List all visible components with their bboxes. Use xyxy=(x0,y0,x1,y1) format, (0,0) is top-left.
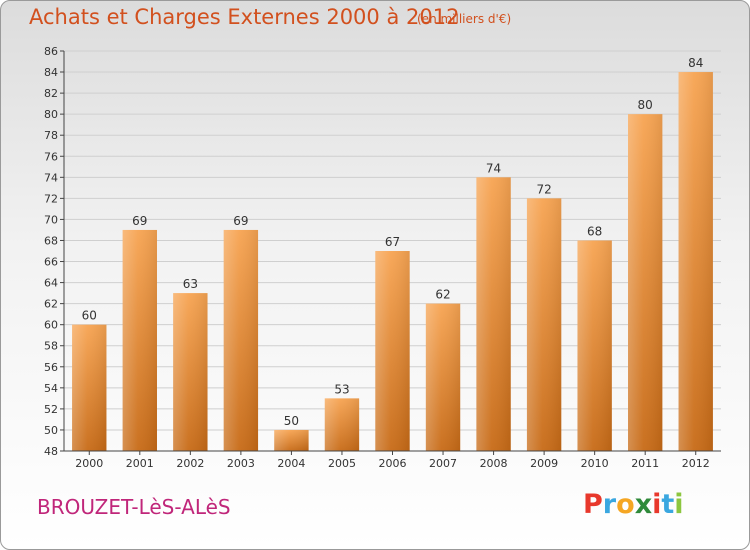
data-label: 53 xyxy=(334,382,349,396)
y-tick-label: 58 xyxy=(44,340,58,353)
y-tick-label: 78 xyxy=(44,129,58,142)
y-tick-label: 62 xyxy=(44,298,58,311)
x-tick-label: 2010 xyxy=(581,457,609,470)
logo-letter: o xyxy=(616,489,635,520)
x-tick-label: 2007 xyxy=(429,457,457,470)
data-label: 62 xyxy=(435,288,450,302)
bar-shine xyxy=(678,72,713,451)
bar-shine xyxy=(274,429,309,451)
y-tick-label: 68 xyxy=(44,234,58,247)
logo-letter: x xyxy=(634,489,653,520)
bar-shine xyxy=(375,251,410,451)
data-label: 69 xyxy=(233,214,248,228)
data-label: 69 xyxy=(132,214,147,228)
y-tick-label: 48 xyxy=(44,445,58,458)
y-tick-label: 64 xyxy=(44,277,58,290)
bar-shine xyxy=(122,229,157,451)
bar-shine xyxy=(628,114,663,451)
x-tick-label: 2006 xyxy=(379,457,407,470)
bar-shine xyxy=(476,177,511,451)
data-label: 67 xyxy=(385,235,400,249)
bars xyxy=(72,72,713,451)
y-tick-label: 82 xyxy=(44,87,58,100)
chart-title: Achats et Charges Externes 2000 à 2012 xyxy=(29,5,460,29)
y-tick-label: 66 xyxy=(44,256,58,269)
y-tick-label: 56 xyxy=(44,361,58,374)
bar-shine xyxy=(223,229,259,451)
bar-shine xyxy=(577,240,612,451)
y-tick-label: 50 xyxy=(44,424,58,437)
bar-shine xyxy=(72,324,107,451)
logo-letter: t xyxy=(661,489,675,520)
commune-name: BROUZET-LèS-ALèS xyxy=(37,495,231,519)
x-tick-label: 2003 xyxy=(227,457,255,470)
data-label: 50 xyxy=(284,414,299,428)
data-label: 60 xyxy=(82,309,97,323)
x-tick-label: 2011 xyxy=(631,457,659,470)
chart-subtitle: (en milliers d'€) xyxy=(417,12,512,26)
data-label: 74 xyxy=(486,161,501,175)
y-tick-label: 72 xyxy=(44,192,58,205)
proxiti-logo: Proxiti xyxy=(583,489,684,520)
y-tick-label: 84 xyxy=(44,66,58,79)
labels: 60 69 63 69 50 53 67 62 74 72 68 80 84 xyxy=(82,56,704,428)
y-tick-label: 70 xyxy=(44,213,58,226)
y-tick-label: 54 xyxy=(44,382,58,395)
x-tick-label: 2009 xyxy=(530,457,558,470)
x-tick-label: 2001 xyxy=(126,457,154,470)
y-tick-label: 52 xyxy=(44,403,58,416)
axes: 48 50 52 54 56 58 60 62 64 66 68 70 72 74 76 78 80 82 84 86… xyxy=(44,45,721,470)
x-tick-label: 2002 xyxy=(176,457,204,470)
logo-letter: P xyxy=(583,489,603,520)
y-tick-label: 86 xyxy=(44,45,58,58)
data-label: 63 xyxy=(183,277,198,291)
data-label: 72 xyxy=(536,182,551,196)
y-tick-label: 74 xyxy=(44,171,58,184)
bar-shine xyxy=(425,303,461,451)
y-tick-label: 76 xyxy=(44,150,58,163)
data-label: 80 xyxy=(638,98,653,112)
y-tick-label: 80 xyxy=(44,108,58,121)
data-label: 68 xyxy=(587,224,602,238)
x-tick-label: 2004 xyxy=(277,457,305,470)
bar-shine xyxy=(324,398,360,451)
y-tick-label: 60 xyxy=(44,319,58,332)
bar-shine xyxy=(173,293,208,451)
x-tick-label: 2008 xyxy=(480,457,508,470)
x-tick-label: 2005 xyxy=(328,457,356,470)
logo-letter: r xyxy=(602,489,617,520)
x-tick-label: 2012 xyxy=(682,457,710,470)
bar-shine xyxy=(526,198,562,451)
logo-letter: i xyxy=(674,489,684,520)
data-label: 84 xyxy=(688,56,703,70)
logo-letter: i xyxy=(652,489,662,520)
x-tick-label: 2000 xyxy=(75,457,103,470)
